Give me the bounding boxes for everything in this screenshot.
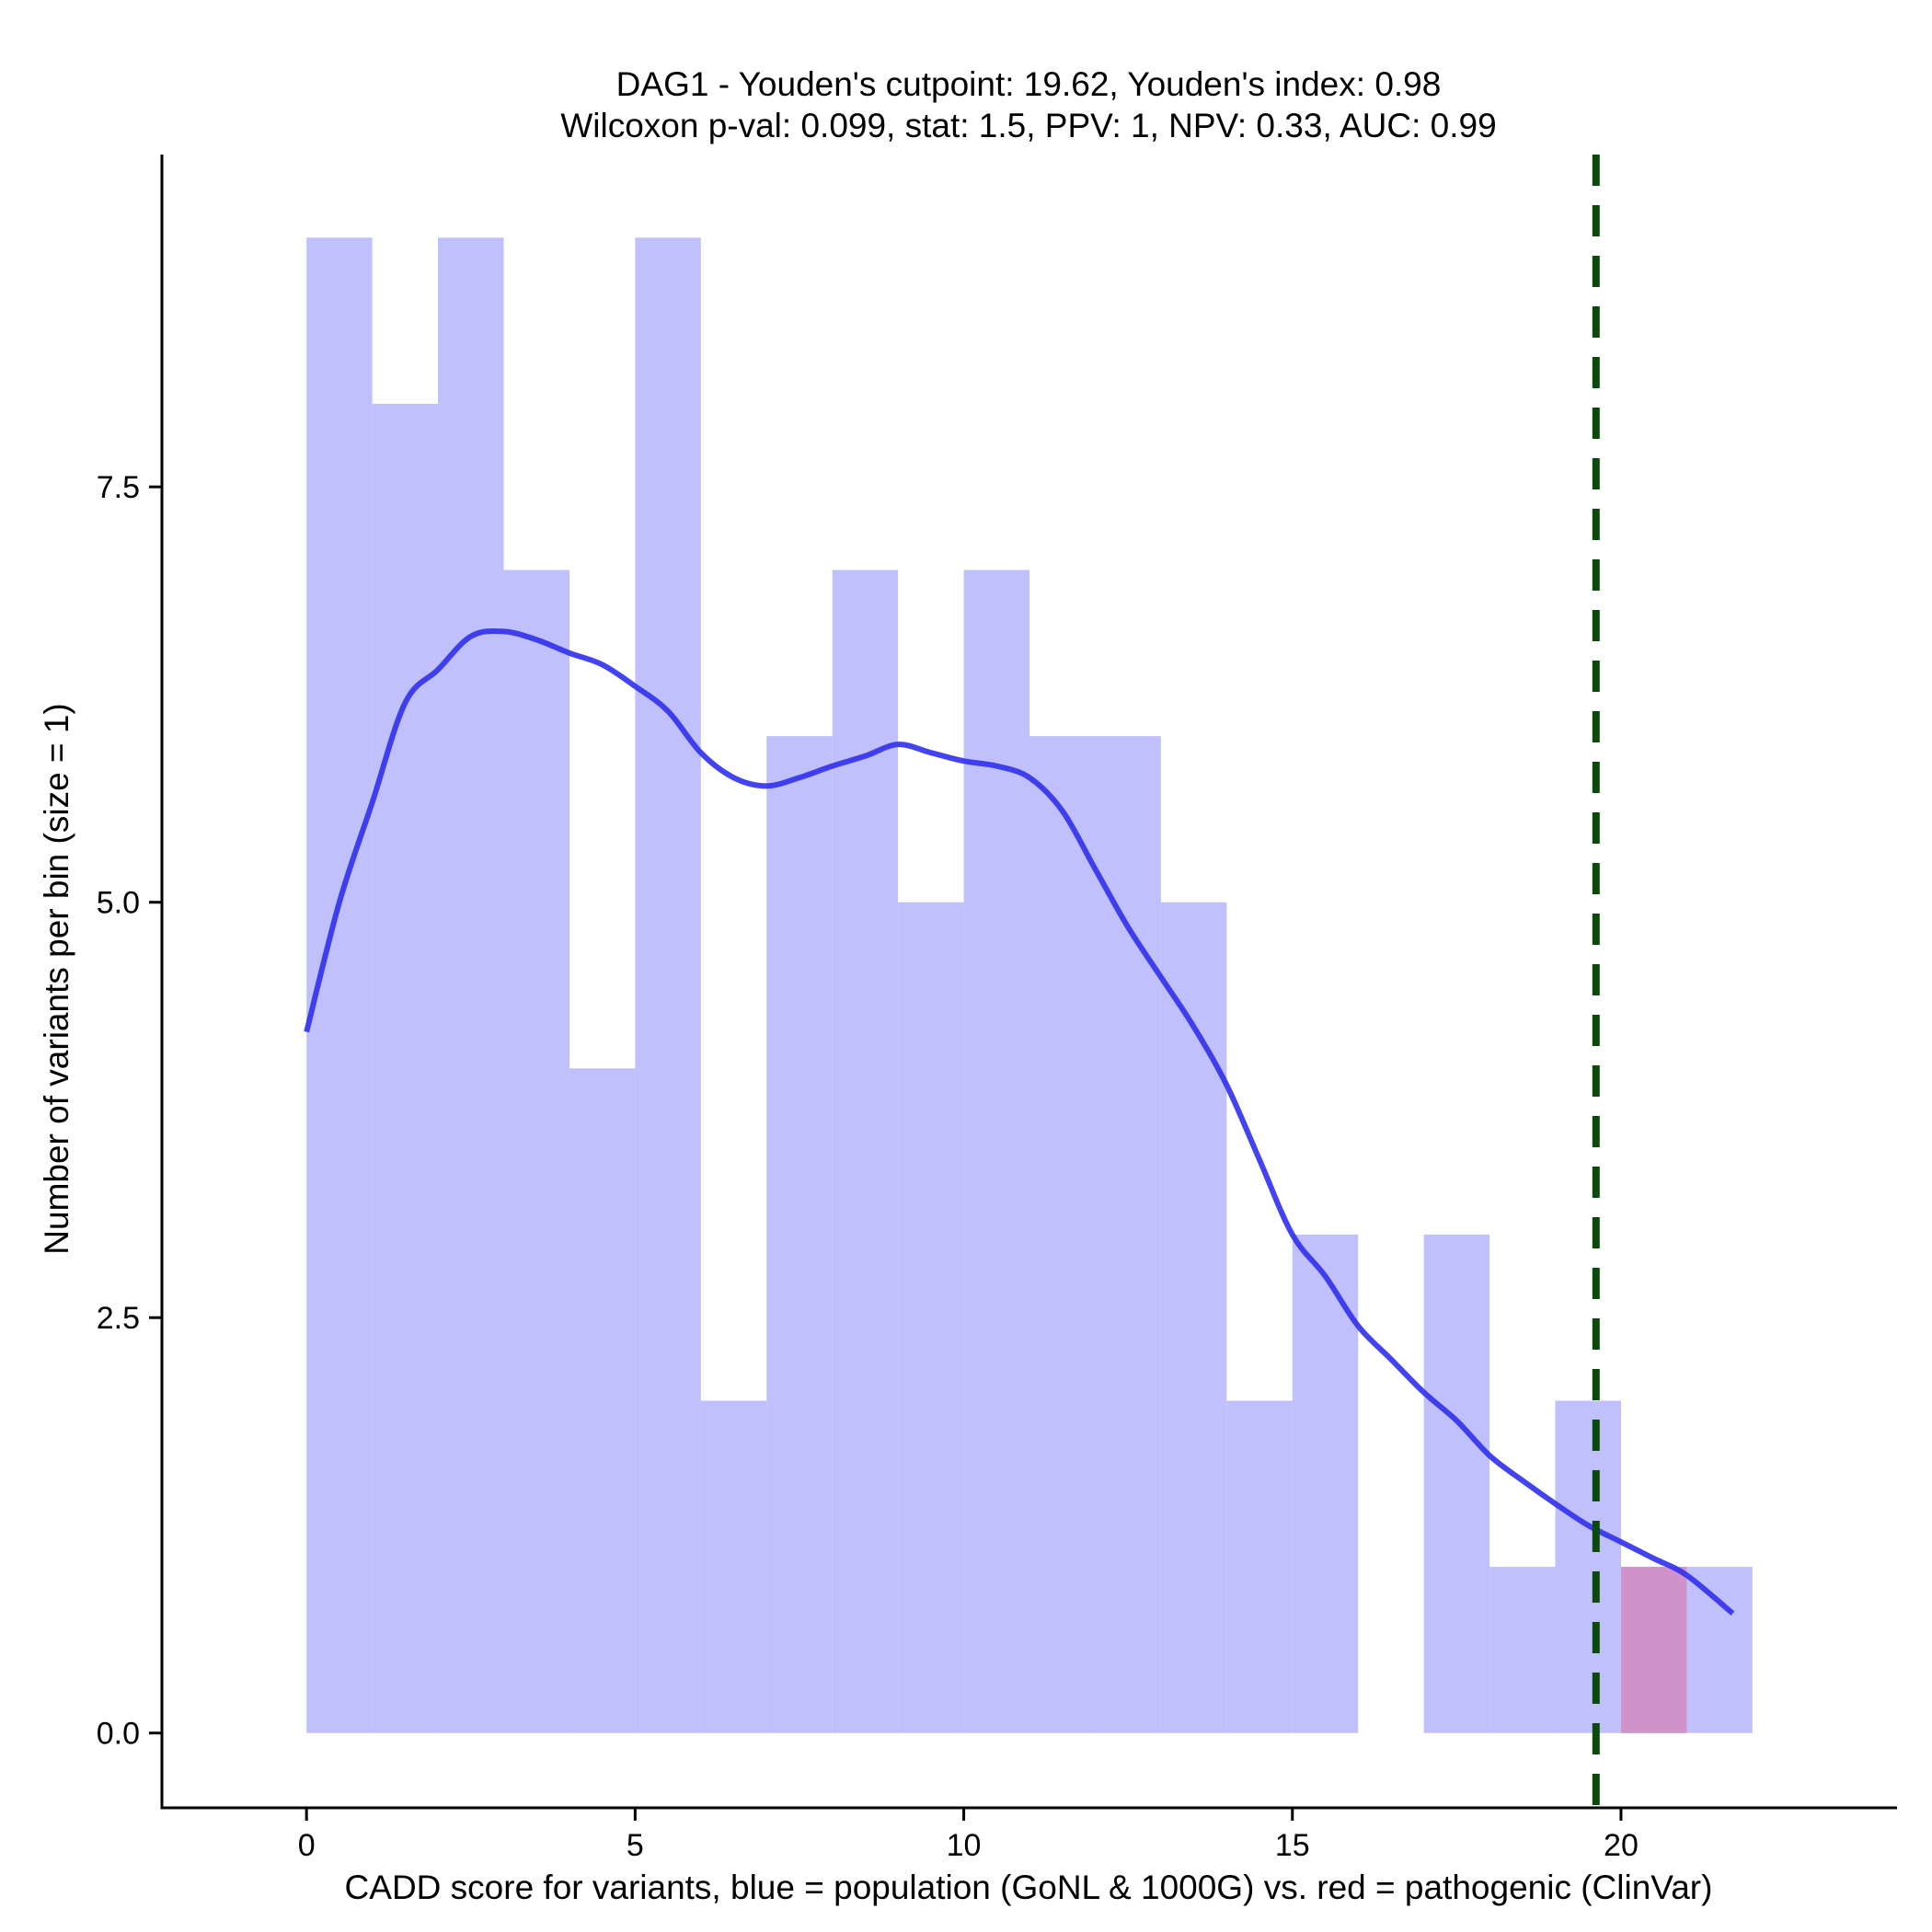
x-tick-label-20: 20 xyxy=(1604,1828,1639,1863)
population-bar-6 xyxy=(700,1400,767,1733)
y-axis-title: Number of variants per bin (size = 1) xyxy=(38,703,75,1254)
population-bar-12 xyxy=(1095,736,1161,1733)
y-tick-label-5: 5.0 xyxy=(97,886,140,921)
population-bars xyxy=(306,237,1753,1733)
population-bar-7 xyxy=(766,736,833,1733)
population-bar-21 xyxy=(1686,1567,1753,1733)
population-bar-1 xyxy=(372,403,439,1733)
x-axis-ticks: 0 5 10 15 20 xyxy=(298,1808,1639,1863)
population-bar-18 xyxy=(1489,1567,1556,1733)
y-axis-ticks: 0.0 2.5 5.0 7.5 xyxy=(97,470,162,1752)
x-tick-label-5: 5 xyxy=(627,1828,644,1863)
population-bar-19 xyxy=(1555,1400,1621,1733)
population-bar-5 xyxy=(635,237,701,1733)
population-bar-15 xyxy=(1292,1234,1359,1733)
population-bar-13 xyxy=(1160,902,1227,1733)
population-bar-2 xyxy=(438,237,504,1733)
plot-layer xyxy=(304,155,1753,1808)
x-tick-label-0: 0 xyxy=(298,1828,316,1863)
population-bar-3 xyxy=(503,569,569,1733)
y-tick-label-7.5: 7.5 xyxy=(97,470,140,505)
x-axis-title: CADD score for variants, blue = populati… xyxy=(345,1869,1713,1906)
population-bar-14 xyxy=(1226,1400,1293,1733)
pathogenic-bars xyxy=(1620,1567,1687,1733)
axes: 0 5 10 15 20 0.0 2.5 5.0 7.5 xyxy=(97,155,1897,1863)
population-bar-10 xyxy=(963,569,1029,1733)
x-tick-label-10: 10 xyxy=(947,1828,982,1863)
y-tick-label-0: 0.0 xyxy=(97,1717,140,1752)
density-curve xyxy=(304,627,1735,1616)
population-bar-9 xyxy=(898,902,964,1733)
chart-subtitle: Wilcoxon p-val: 0.099, stat: 1.5, PPV: 1… xyxy=(560,107,1496,144)
chart-title: DAG1 - Youden's cutpoint: 19.62, Youden'… xyxy=(616,65,1442,103)
population-bar-4 xyxy=(569,1068,636,1733)
population-bar-11 xyxy=(1029,736,1096,1733)
y-tick-label-2.5: 2.5 xyxy=(97,1301,140,1336)
x-tick-label-15: 15 xyxy=(1275,1828,1310,1863)
population-bar-17 xyxy=(1423,1234,1490,1733)
pathogenic-bar-20 xyxy=(1620,1567,1687,1733)
